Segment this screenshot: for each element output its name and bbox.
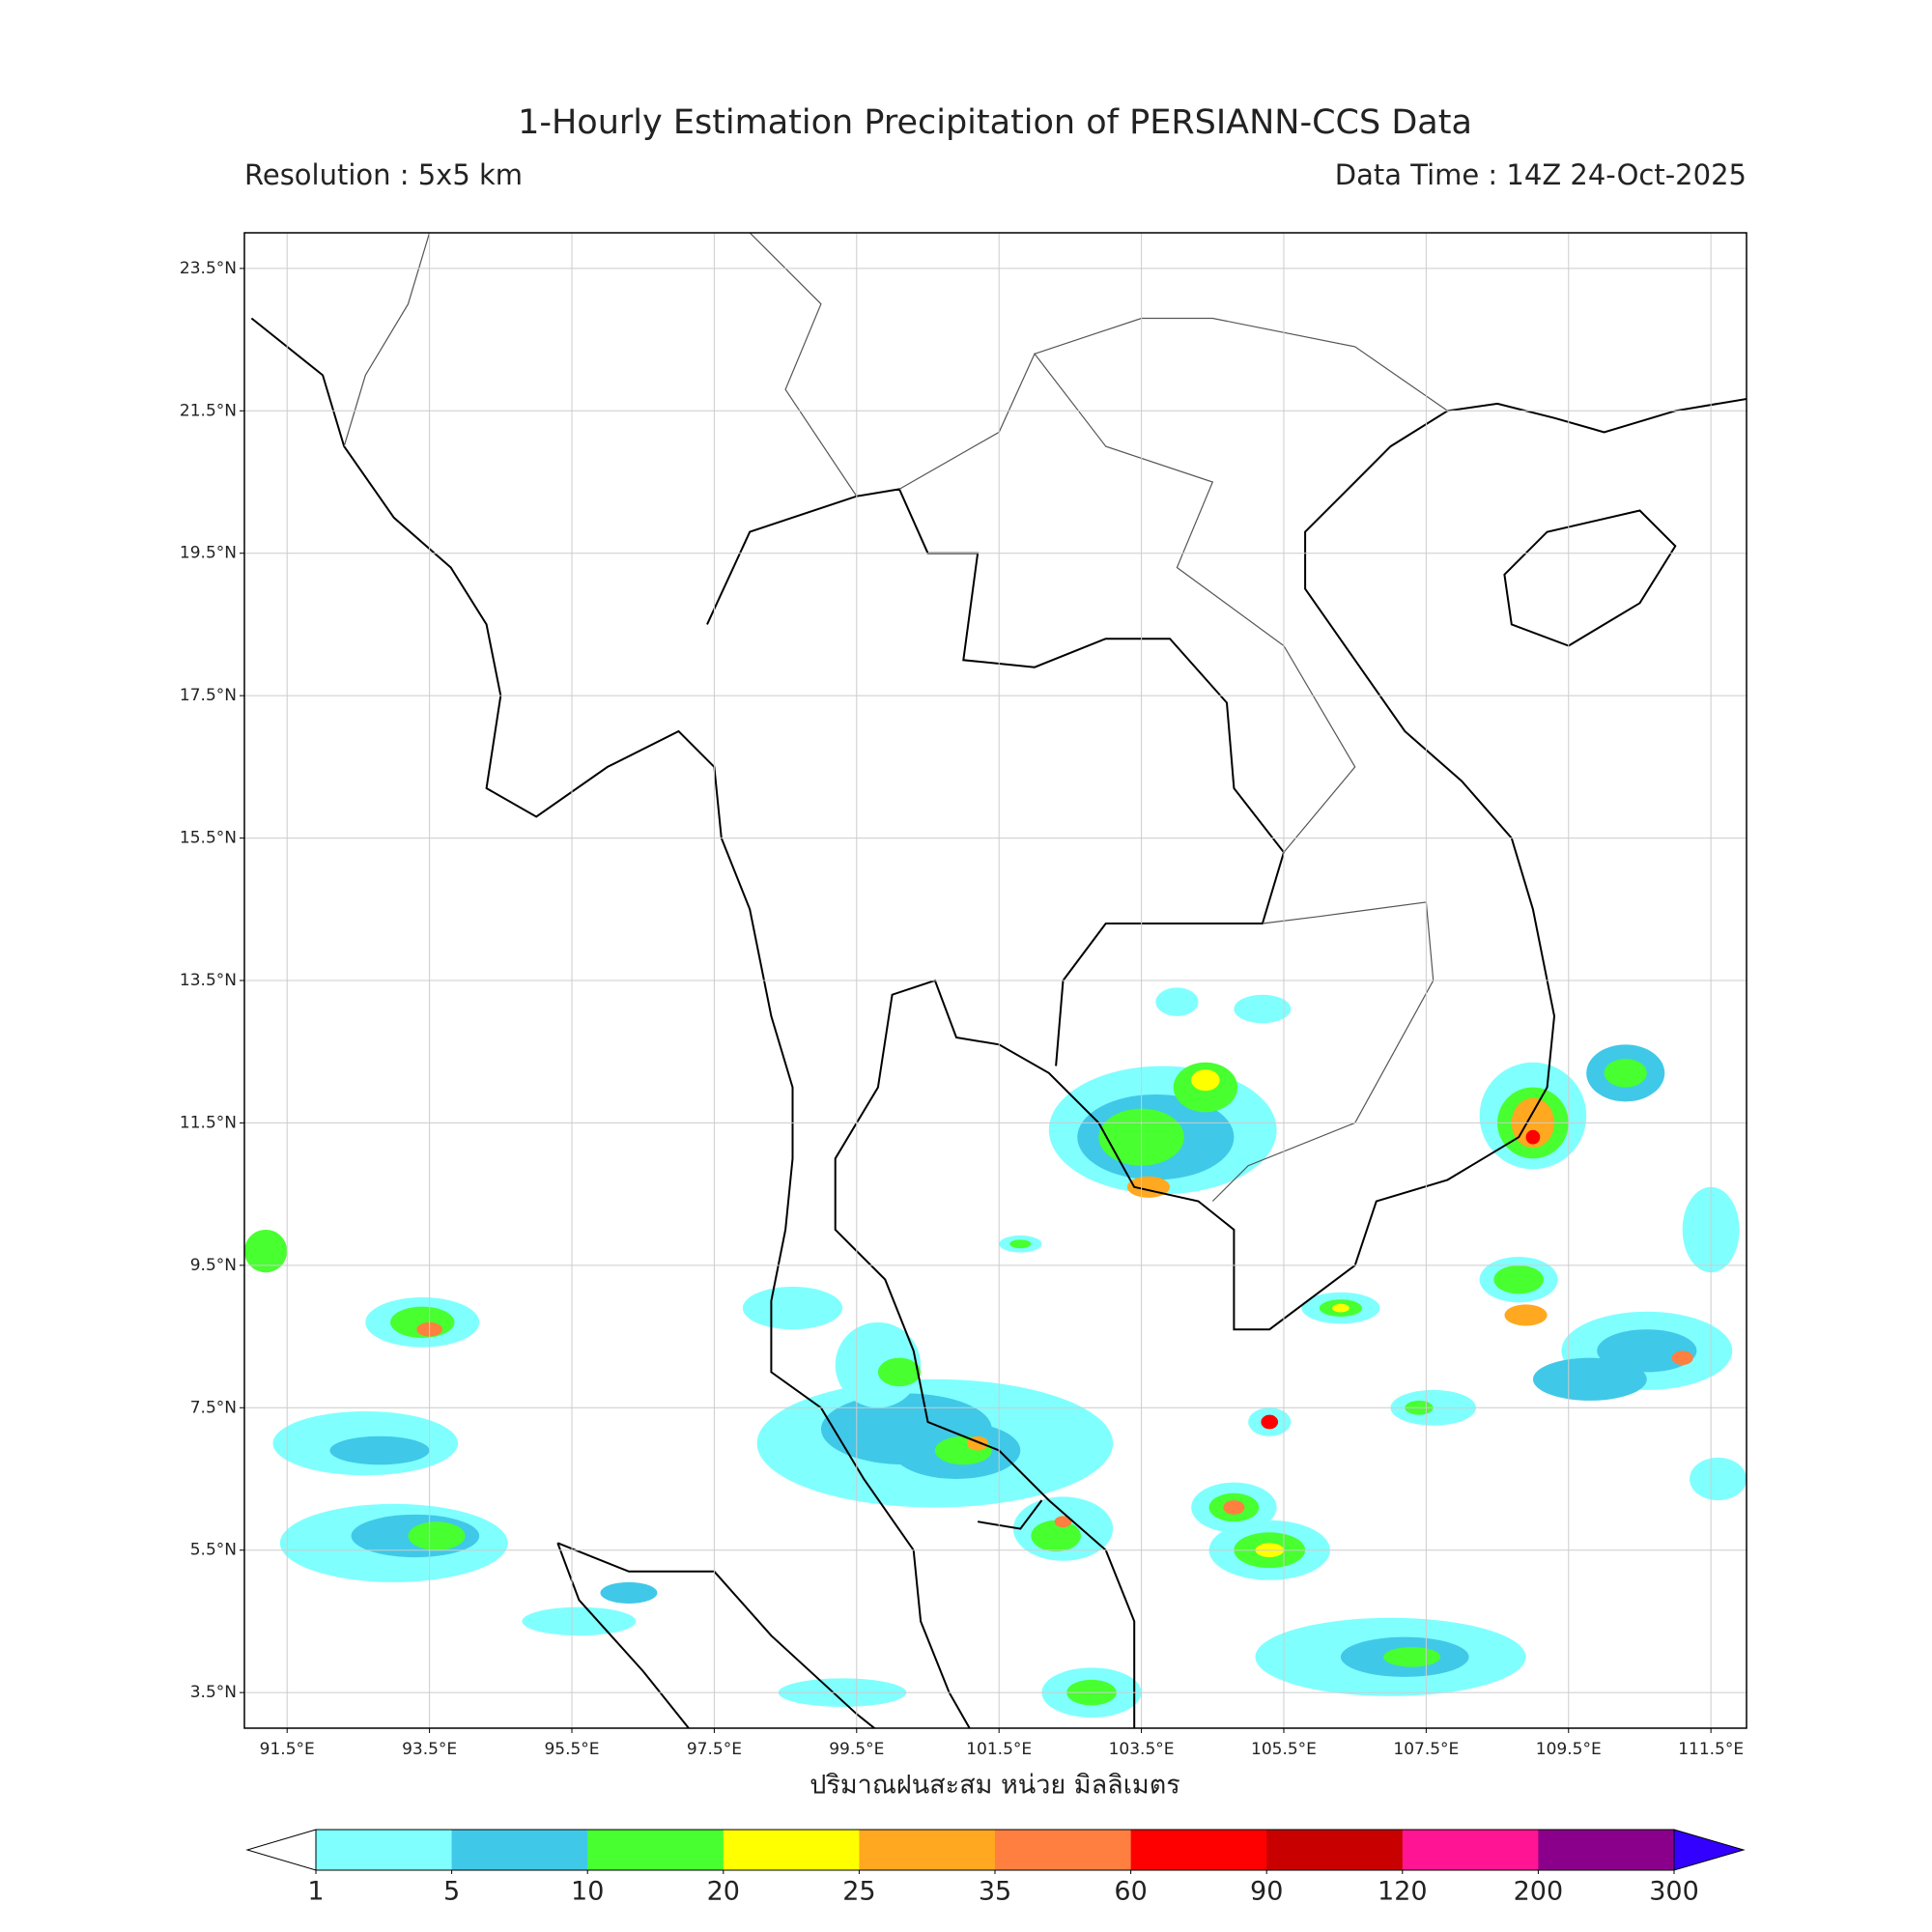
- x-tick-label: 101.5°E: [966, 1740, 1032, 1759]
- colorbar-label: 20: [707, 1877, 740, 1907]
- map: 3.5°N 5.5°N 7.5°N 9.5°N 11.5°N 13.5°N 15.5°N 17…: [180, 232, 1747, 1759]
- precipitation-area: [1383, 1646, 1441, 1667]
- x-tick-label: 107.5°E: [1393, 1740, 1459, 1759]
- colorbar-segment: [1402, 1830, 1539, 1870]
- x-tick-label: 103.5°E: [1109, 1740, 1175, 1759]
- precipitation-area: [1332, 1303, 1350, 1313]
- colorbar-label: 5: [443, 1877, 460, 1907]
- x-tick-label: 109.5°E: [1536, 1740, 1602, 1759]
- precipitation-area: [600, 1581, 658, 1604]
- colorbar-segment: [451, 1830, 588, 1870]
- border-line: [706, 488, 1286, 1066]
- colorbar-label: 120: [1378, 1877, 1428, 1907]
- colorbar: 1 5 10 20 25 35 60 90 120 200 300: [245, 1829, 1746, 1907]
- precipitation-area: [1597, 1329, 1697, 1373]
- precipitation-area: [1155, 987, 1199, 1016]
- precipitation-area: [329, 1435, 430, 1465]
- x-axis-label: ปริมาณฝนสะสม หน่วย มิลลิเมตร: [810, 1771, 1180, 1801]
- resolution: Resolution : 5x5 km: [244, 158, 523, 191]
- precipitation-area: [408, 1521, 466, 1550]
- precipitation-area: [244, 1230, 288, 1273]
- map-content: [244, 233, 1747, 1728]
- y-tick-label: 15.5°N: [180, 829, 237, 848]
- precipitation-area: [1604, 1059, 1647, 1088]
- precipitation-area: [1493, 1264, 1544, 1294]
- precipitation-area: [1031, 1520, 1081, 1552]
- colorbar-segment: [995, 1830, 1132, 1870]
- colorbar-segment: [1130, 1830, 1267, 1870]
- coastline: [1503, 509, 1677, 647]
- colorbar-label: 10: [571, 1877, 604, 1907]
- colorbar-segment: [316, 1830, 453, 1870]
- precipitation-area: [1671, 1350, 1693, 1366]
- colorbar-under-arrow: [245, 1829, 317, 1871]
- border-line: [898, 353, 1356, 853]
- colorbar-over-arrow: [1673, 1829, 1746, 1871]
- colorbar-segment: [587, 1830, 724, 1870]
- y-tick-label: 23.5°N: [180, 259, 237, 278]
- map-frame: [243, 232, 1747, 1729]
- x-tick-label: 99.5°E: [829, 1740, 884, 1759]
- y-tick-label: 17.5°N: [180, 686, 237, 705]
- border-line: [749, 233, 858, 497]
- coastline: [556, 1542, 691, 1728]
- y-tick-label: 3.5°N: [190, 1683, 237, 1702]
- y-tick-label: 9.5°N: [190, 1256, 237, 1275]
- border-line: [977, 1499, 1043, 1530]
- colorbar-label: 60: [1114, 1877, 1147, 1907]
- precipitation-area: [1261, 1414, 1279, 1430]
- colorbar-label: 90: [1250, 1877, 1283, 1907]
- y-tick-label: 21.5°N: [180, 401, 237, 420]
- precipitation-area: [1223, 1500, 1245, 1515]
- coastline: [556, 1542, 876, 1728]
- precipitation-area: [522, 1606, 637, 1636]
- border-line: [343, 233, 431, 447]
- colorbar-label: 35: [979, 1877, 1011, 1907]
- colorbar-label: 300: [1649, 1877, 1699, 1907]
- precipitation-area: [742, 1286, 843, 1330]
- colorbar-segment: [1538, 1830, 1675, 1870]
- y-tick-label: 11.5°N: [180, 1113, 237, 1132]
- colorbar-segment: [859, 1830, 996, 1870]
- precipitation-area: [1525, 1129, 1541, 1145]
- precipitation-area: [1054, 1516, 1072, 1528]
- colorbar-label: 200: [1514, 1877, 1564, 1907]
- x-tick-label: 91.5°E: [260, 1740, 315, 1759]
- precipitation-area: [1234, 994, 1292, 1024]
- coastline: [834, 397, 1747, 1728]
- precipitation-area: [1009, 1239, 1032, 1249]
- y-tick-label: 13.5°N: [180, 971, 237, 990]
- colorbar-label: 1: [307, 1877, 324, 1907]
- precipitation-area: [877, 1357, 922, 1387]
- x-tick-label: 93.5°E: [402, 1740, 457, 1759]
- x-tick-label: 105.5°E: [1251, 1740, 1317, 1759]
- border-line: [1034, 317, 1448, 412]
- precipitation-area: [1532, 1357, 1647, 1401]
- y-tick-label: 7.5°N: [190, 1398, 237, 1417]
- title: 1-Hourly Estimation Precipitation of PER…: [518, 103, 1472, 142]
- colorbar-segment: [723, 1830, 860, 1870]
- data-time: Data Time : 14Z 24-Oct-2025: [1335, 158, 1747, 191]
- x-tick-label: 95.5°E: [544, 1740, 599, 1759]
- x-tick-label: 111.5°E: [1678, 1740, 1744, 1759]
- y-tick-label: 5.5°N: [190, 1541, 237, 1560]
- precipitation-area: [1690, 1457, 1747, 1501]
- colorbar-label: 25: [842, 1877, 875, 1907]
- precipitation-area: [1504, 1304, 1548, 1326]
- precipitation-area: [1191, 1069, 1220, 1092]
- colorbar-segment: [1266, 1830, 1404, 1870]
- y-tick-label: 19.5°N: [180, 544, 237, 563]
- x-tick-label: 97.5°E: [687, 1740, 742, 1759]
